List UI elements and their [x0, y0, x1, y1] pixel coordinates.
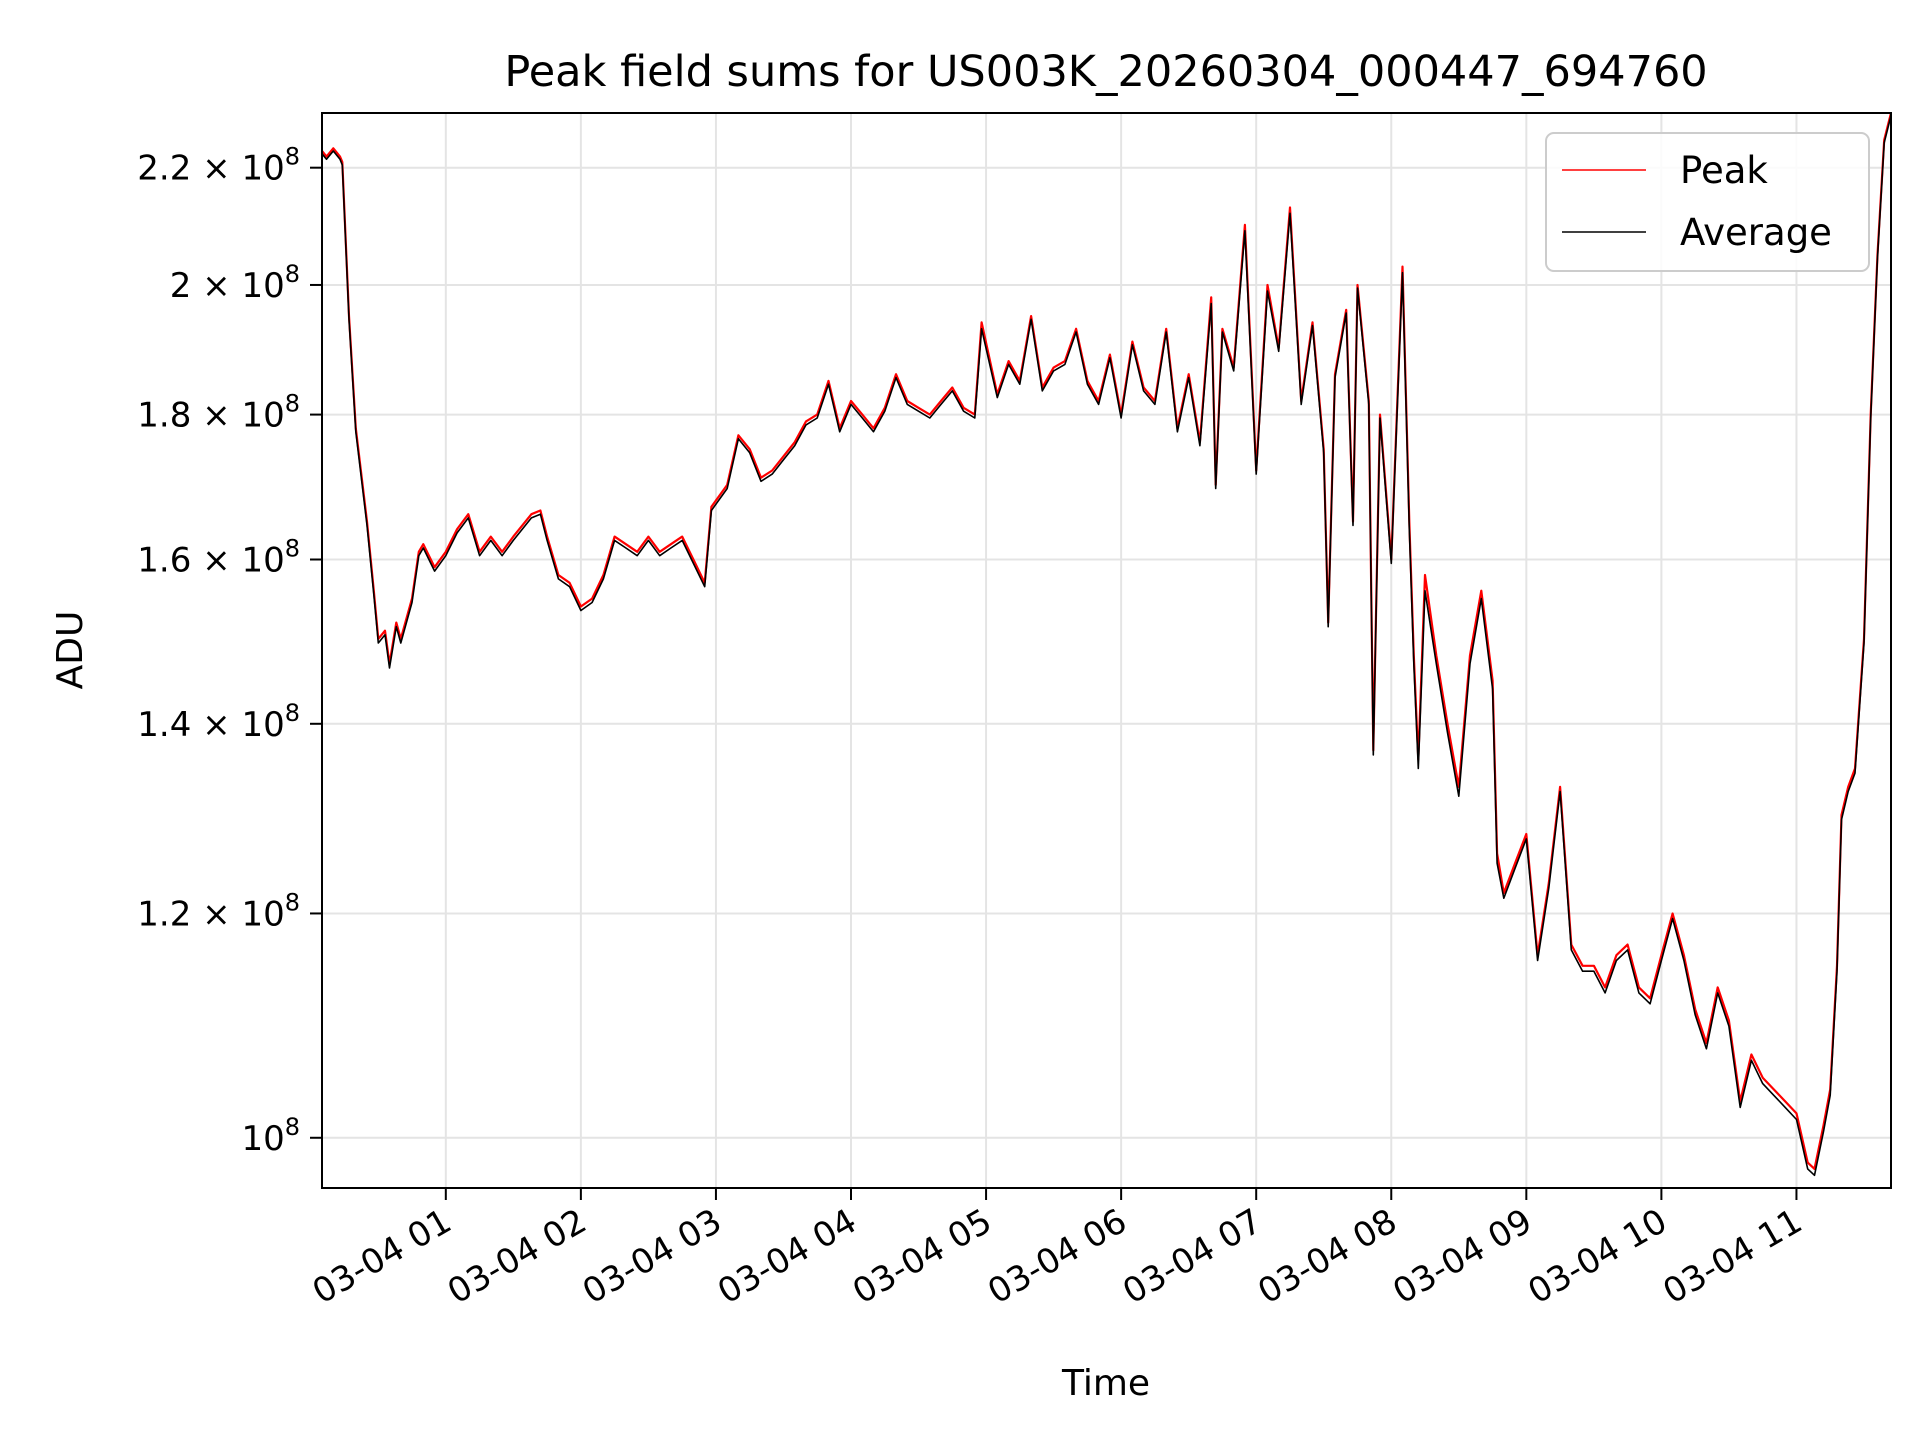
y-tick-label: 2 × 108 [170, 260, 300, 306]
y-tick-label: 1.8 × 108 [137, 390, 300, 436]
series-line-peak [322, 113, 1891, 1170]
y-axis: 108 1.2 × 108 1.4 × 108 1.6 × 108 1.8 × 108 2… [137, 143, 322, 1159]
chart-title: Peak field sums for US003K_20260304_0004… [504, 47, 1707, 97]
y-tick-label: 1.4 × 108 [137, 699, 300, 745]
legend: Peak Average [1545, 132, 1870, 272]
grid [322, 113, 1891, 1188]
y-tick-label: 1.2 × 108 [137, 888, 300, 934]
y-tick-label: 1.6 × 108 [137, 535, 300, 581]
series-layer [322, 113, 1891, 1177]
x-axis-title: Time [1061, 1363, 1150, 1404]
y-axis-title: ADU [50, 611, 91, 690]
series-line-average [322, 115, 1891, 1177]
legend-label-peak: Peak [1680, 149, 1768, 192]
plot-frame [321, 112, 1892, 1189]
y-tick-label: 2.2 × 108 [137, 143, 300, 189]
legend-label-average: Average [1680, 211, 1832, 254]
legend-box [1545, 132, 1870, 272]
y-tick-label: 108 [241, 1113, 300, 1159]
